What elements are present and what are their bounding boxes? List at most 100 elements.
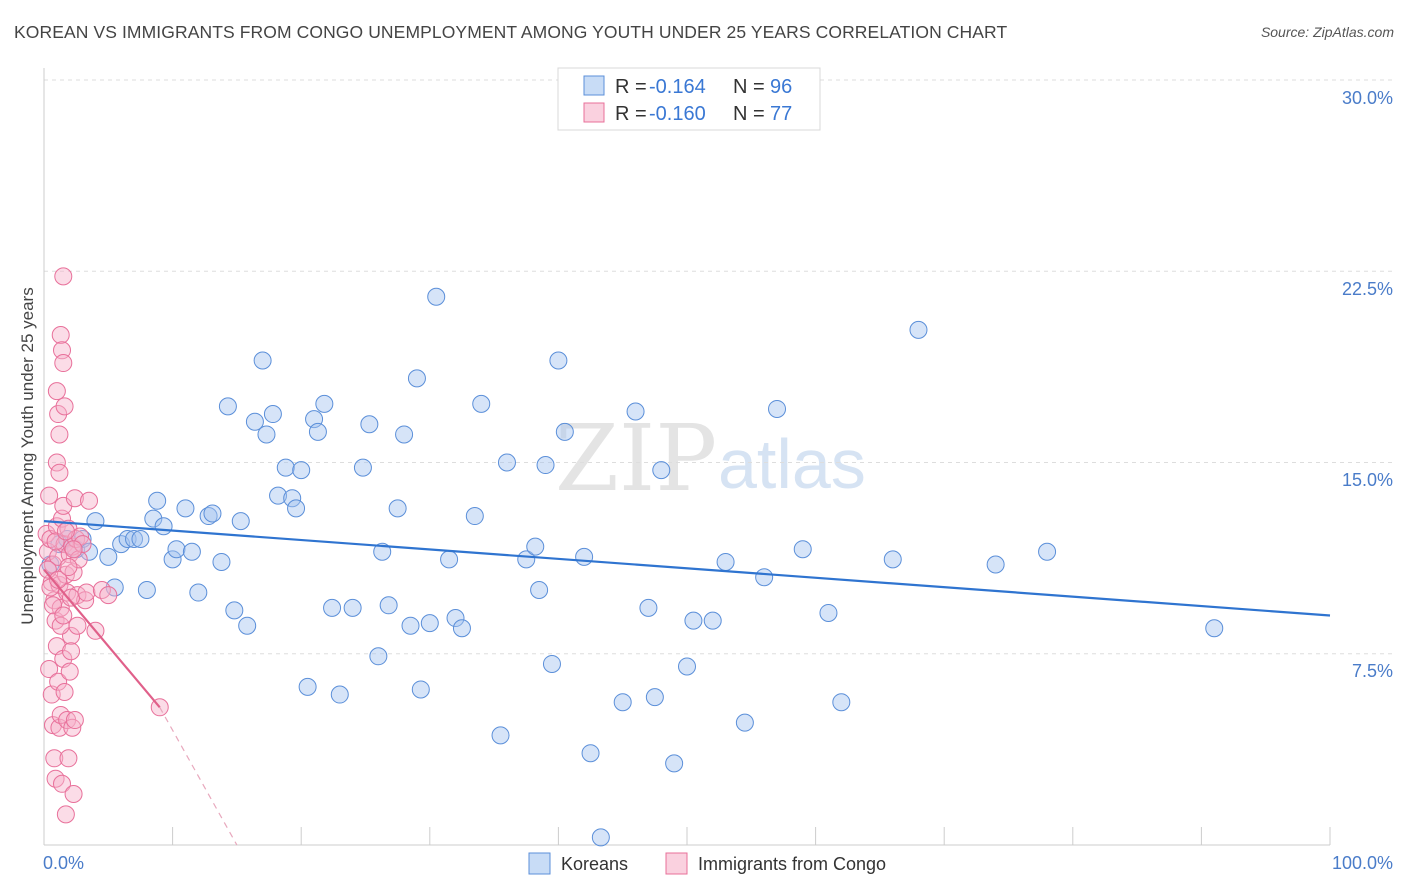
korean-point-26 <box>225 601 244 620</box>
trendlines <box>43 520 1331 846</box>
korean-point-65 <box>526 537 545 556</box>
legend-n-value-congo: 77 <box>770 103 792 125</box>
watermark-atlas: atlas <box>718 425 866 503</box>
korean-point-45 <box>353 458 372 477</box>
y-tick-label-22-5: 22.5% <box>1342 279 1393 299</box>
korean-point-82 <box>703 611 722 630</box>
korean-point-75 <box>626 402 645 421</box>
korean-point-84 <box>735 713 754 732</box>
korean-point-49 <box>379 596 398 615</box>
korean-point-51 <box>395 425 414 444</box>
korean-point-73 <box>591 828 610 847</box>
korean-point-57 <box>440 550 459 569</box>
korean-point-25 <box>218 397 237 416</box>
korean-point-79 <box>665 754 684 773</box>
korean-point-60 <box>465 507 484 526</box>
congo-point-67 <box>56 522 75 541</box>
korean-point-16 <box>154 517 173 536</box>
congo-point-55 <box>54 354 73 373</box>
congo-point-49 <box>65 711 84 730</box>
korean-point-70 <box>555 422 574 441</box>
series-legend: Koreans Immigrants from Congo <box>528 852 886 875</box>
congo-point-25 <box>69 550 88 569</box>
legend-r-value-congo: -0.160 <box>649 103 706 125</box>
korean-point-44 <box>343 598 362 617</box>
stats-legend: R = -0.164 N = 96 R = -0.160 N = 77 <box>557 67 821 131</box>
congo-point-51 <box>49 405 68 424</box>
korean-point-92 <box>909 320 928 339</box>
korean-point-11 <box>125 530 144 548</box>
korean-point-77 <box>645 688 664 707</box>
congo-point-42 <box>56 805 75 824</box>
grid-lines <box>44 79 1393 655</box>
y-tick-label-30: 30.0% <box>1342 88 1393 108</box>
congo-point-37 <box>50 718 69 737</box>
congo-point-68 <box>59 558 78 577</box>
korean-point-17 <box>163 550 182 569</box>
korean-point-37 <box>292 461 311 480</box>
korean-point-94 <box>1038 542 1057 561</box>
korean-point-42 <box>323 598 342 617</box>
congo-point-69 <box>62 588 81 607</box>
korean-point-13 <box>137 581 156 599</box>
congo-point-50 <box>47 382 66 401</box>
congo-point-41 <box>55 683 74 701</box>
legend-swatch-congo <box>583 102 605 123</box>
korean-point-15 <box>148 491 167 510</box>
congo-point-2 <box>40 486 59 505</box>
congo-point-33 <box>45 749 64 768</box>
korean-point-74 <box>613 693 632 712</box>
y-axis-label: Unemployment Among Youth under 25 years <box>18 287 37 624</box>
korean-point-34 <box>276 458 295 477</box>
congo-point-48 <box>64 785 83 803</box>
korean-point-80 <box>678 657 696 676</box>
korean-point-40 <box>308 422 327 441</box>
korean-point-67 <box>536 456 555 475</box>
korean-point-47 <box>369 647 388 666</box>
korean-point-59 <box>452 619 471 638</box>
korean-point-27 <box>231 512 250 531</box>
watermark-zip: ZIP <box>555 405 717 512</box>
korean-point-18 <box>167 540 186 559</box>
congo-point-28 <box>76 591 95 610</box>
congo-point-57 <box>54 267 73 286</box>
congo-point-54 <box>53 341 72 360</box>
korean-point-56 <box>427 287 446 306</box>
korean-point-20 <box>182 542 201 561</box>
korean-point-88 <box>793 540 812 559</box>
congo-point-59 <box>50 463 69 482</box>
korean-point-62 <box>491 726 510 745</box>
congo-point-72 <box>77 583 96 602</box>
congo-point-66 <box>54 606 73 625</box>
y-tick-label-15: 15.0% <box>1342 470 1393 490</box>
korean-point-83 <box>716 552 735 571</box>
korean-point-5 <box>80 542 99 561</box>
korean-point-89 <box>819 603 838 622</box>
korean-point-91 <box>883 550 902 569</box>
korean-point-46 <box>360 415 379 434</box>
korean-point-86 <box>768 399 787 418</box>
korean-point-52 <box>401 616 420 635</box>
congo-trendline <box>43 568 161 709</box>
korean-point-85 <box>755 568 774 587</box>
korean-point-81 <box>684 611 703 630</box>
legend-n-label-koreans: N = <box>733 76 765 98</box>
korean-point-21 <box>189 583 208 602</box>
axes <box>43 68 1331 846</box>
congo-point-27 <box>73 535 92 554</box>
korean-point-19 <box>176 499 195 518</box>
korean-point-54 <box>411 680 430 699</box>
congo-point-29 <box>80 491 99 510</box>
legend-r-label-congo: R = <box>615 103 647 125</box>
korean-point-23 <box>203 504 222 523</box>
korean-point-38 <box>298 677 317 696</box>
korean-point-78 <box>652 461 671 480</box>
x-tick-label-min: 0.0% <box>43 853 84 873</box>
korean-point-12 <box>131 530 150 548</box>
chart-title: KOREAN VS IMMIGRANTS FROM CONGO UNEMPLOY… <box>14 22 1008 42</box>
korean-point-71 <box>575 547 594 566</box>
chart-source: Source: ZipAtlas.com <box>1260 24 1394 40</box>
korean-point-90 <box>832 693 851 712</box>
congo-point-46 <box>62 642 81 661</box>
